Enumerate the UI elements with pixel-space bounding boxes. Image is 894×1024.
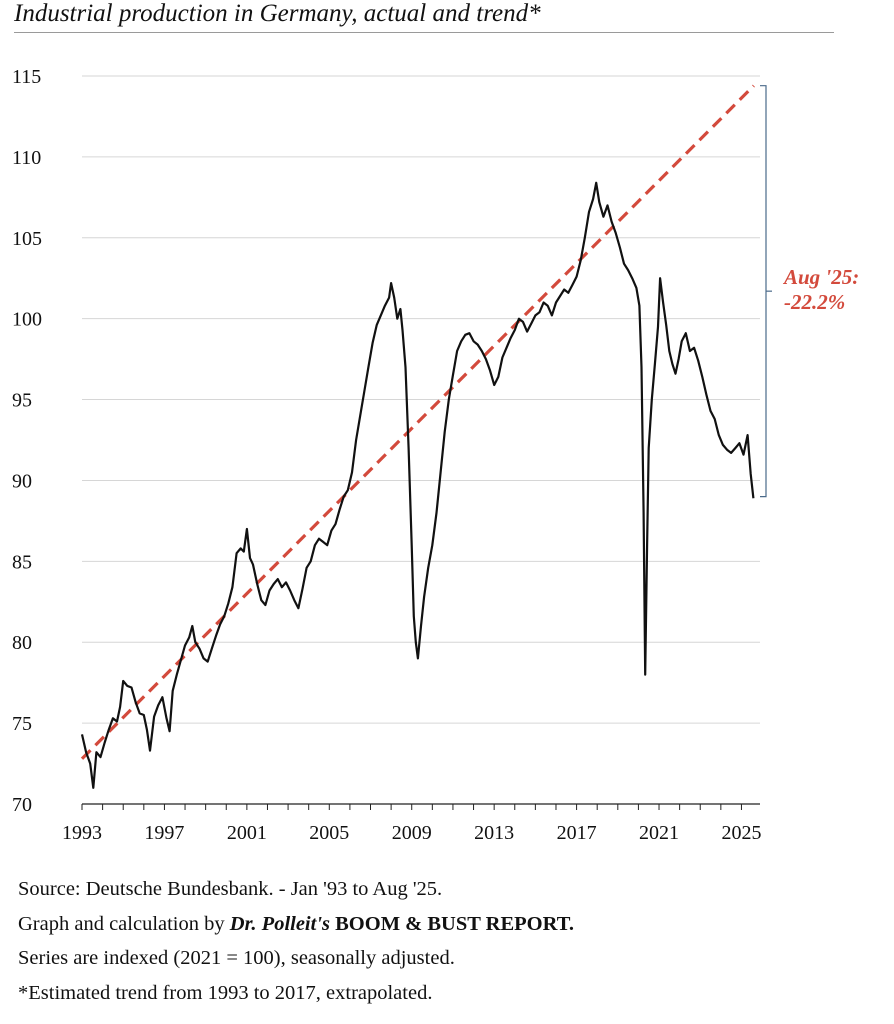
y-axis-ticks: 70 75 80 85 90 95 100 105 110 115 <box>12 66 42 816</box>
chart-notes: Source: Deutsche Bundesbank. - Jan '93 t… <box>18 872 574 1010</box>
x-tick-label-1993: 1993 <box>62 822 102 844</box>
y-tick-label-85: 85 <box>12 551 32 573</box>
y-tick-label-95: 95 <box>12 390 32 412</box>
y-tick-label-110: 110 <box>12 147 41 169</box>
x-tick-label-2013: 2013 <box>474 822 514 844</box>
credit-prefix: Graph and calculation by <box>18 912 225 935</box>
line-chart: 70 75 80 85 90 95 100 105 110 115 1993 1997 2001 200… <box>12 66 859 844</box>
trend-note: *Estimated trend from 1993 to 2017, extr… <box>18 981 433 1004</box>
annotation-bracket <box>760 85 767 498</box>
credit-note: Graph and calculation by Dr. Polleit's B… <box>18 907 574 942</box>
y-tick-label-80: 80 <box>12 632 32 654</box>
deviation-annotation: Aug '25:-22.2% <box>760 85 859 498</box>
x-tick-label-2017: 2017 <box>557 822 597 844</box>
trend-series <box>80 84 755 760</box>
actual-line <box>80 181 755 789</box>
y-tick-label-105: 105 <box>12 228 42 250</box>
credit-author: Dr. Polleit's <box>229 912 330 935</box>
y-tick-label-75: 75 <box>12 713 32 735</box>
trend-line <box>80 84 755 760</box>
x-tick-label-2021: 2021 <box>639 822 679 844</box>
x-tick-label-1997: 1997 <box>144 822 184 844</box>
y-tick-label-90: 90 <box>12 470 32 492</box>
y-tick-label-100: 100 <box>12 309 42 331</box>
chart-title: Industrial production in Germany, actual… <box>14 0 541 27</box>
annotation-label-value: -22.2% <box>784 290 845 314</box>
x-tick-label-2001: 2001 <box>227 822 267 844</box>
annotation-label-date: Aug '25: <box>782 265 859 289</box>
y-tick-label-70: 70 <box>12 794 32 816</box>
x-tick-label-2009: 2009 <box>392 822 432 844</box>
title-divider <box>14 32 834 33</box>
credit-report: BOOM & BUST REPORT. <box>335 912 574 935</box>
x-axis: 1993 1997 2001 2005 2009 2013 2017 2021 2025 <box>62 803 761 844</box>
x-tick-label-2005: 2005 <box>309 822 349 844</box>
actual-series <box>80 181 755 789</box>
x-tick-label-2025: 2025 <box>721 822 761 844</box>
y-tick-label-115: 115 <box>12 66 41 88</box>
source-note: Source: Deutsche Bundesbank. - Jan '93 t… <box>18 878 443 900</box>
index-note: Series are indexed (2021 = 100), seasona… <box>18 947 455 969</box>
